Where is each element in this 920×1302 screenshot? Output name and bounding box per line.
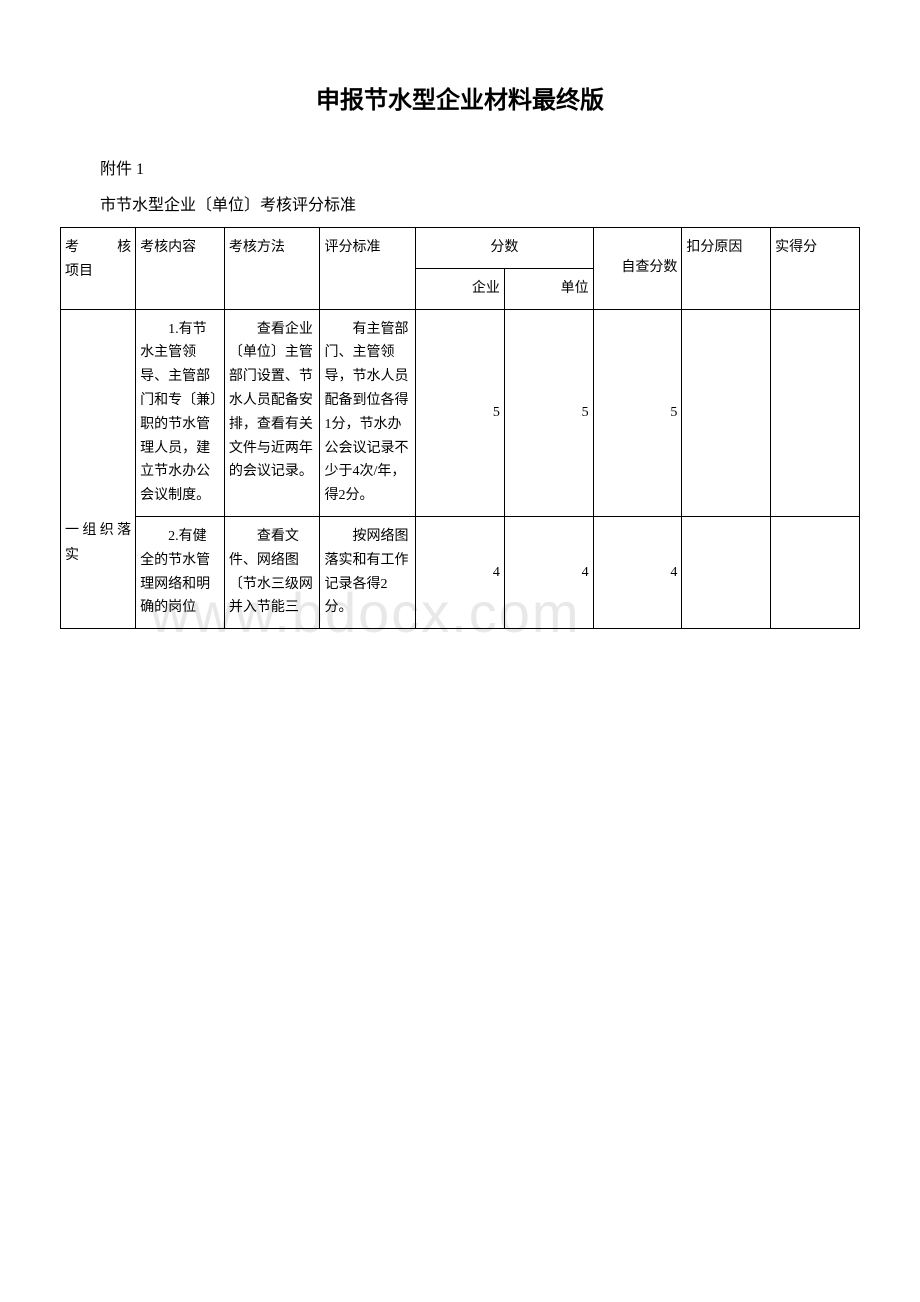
header-content: 考核内容 (136, 228, 225, 310)
attachment-label: 附件 1 (100, 155, 860, 179)
header-project: 考核 项目 (61, 228, 136, 310)
header-score: 分数 (416, 228, 594, 269)
header-enterprise: 企业 (416, 268, 505, 309)
cell-method: 查看文件、网络图〔节水三级网并入节能三 (224, 516, 320, 628)
page-title: 申报节水型企业材料最终版 (60, 80, 860, 115)
table-row: 一组织落实 1.有节水主管领导、主管部门和专〔兼〕职的节水管理人员，建立节水办公… (61, 309, 860, 516)
header-row-1: 考核 项目 考核内容 考核方法 评分标准 分数 自查分数 扣分原因 实得分 (61, 228, 860, 269)
cell-project: 一组织落实 (61, 309, 136, 629)
cell-deduct (682, 516, 771, 628)
cell-actual (771, 309, 860, 516)
cell-actual (771, 516, 860, 628)
cell-unit: 5 (504, 309, 593, 516)
header-standard: 评分标准 (320, 228, 416, 310)
cell-self: 4 (593, 516, 682, 628)
cell-self: 5 (593, 309, 682, 516)
cell-method: 查看企业〔单位〕主管部门设置、节水人员配备安排，查看有关文件与近两年的会议记录。 (224, 309, 320, 516)
cell-enterprise: 4 (416, 516, 505, 628)
cell-enterprise: 5 (416, 309, 505, 516)
header-actual: 实得分 (771, 228, 860, 310)
cell-content: 1.有节水主管领导、主管部门和专〔兼〕职的节水管理人员，建立节水办公会议制度。 (136, 309, 225, 516)
subtitle: 市节水型企业〔单位〕考核评分标准 (100, 191, 860, 215)
scoring-table: 考核 项目 考核内容 考核方法 评分标准 分数 自查分数 扣分原因 实得分 (60, 227, 860, 629)
cell-content: 2.有健全的节水管理网络和明确的岗位 (136, 516, 225, 628)
cell-standard: 有主管部门、主管领导，节水人员配备到位各得1分，节水办公会议记录不少于4次/年，… (320, 309, 416, 516)
header-deduct: 扣分原因 (682, 228, 771, 310)
header-unit: 单位 (504, 268, 593, 309)
cell-standard: 按网络图落实和有工作记录各得2分。 (320, 516, 416, 628)
header-self: 自查分数 (593, 228, 682, 310)
header-method: 考核方法 (224, 228, 320, 310)
table-row: 2.有健全的节水管理网络和明确的岗位 查看文件、网络图〔节水三级网并入节能三 按… (61, 516, 860, 628)
cell-deduct (682, 309, 771, 516)
cell-unit: 4 (504, 516, 593, 628)
